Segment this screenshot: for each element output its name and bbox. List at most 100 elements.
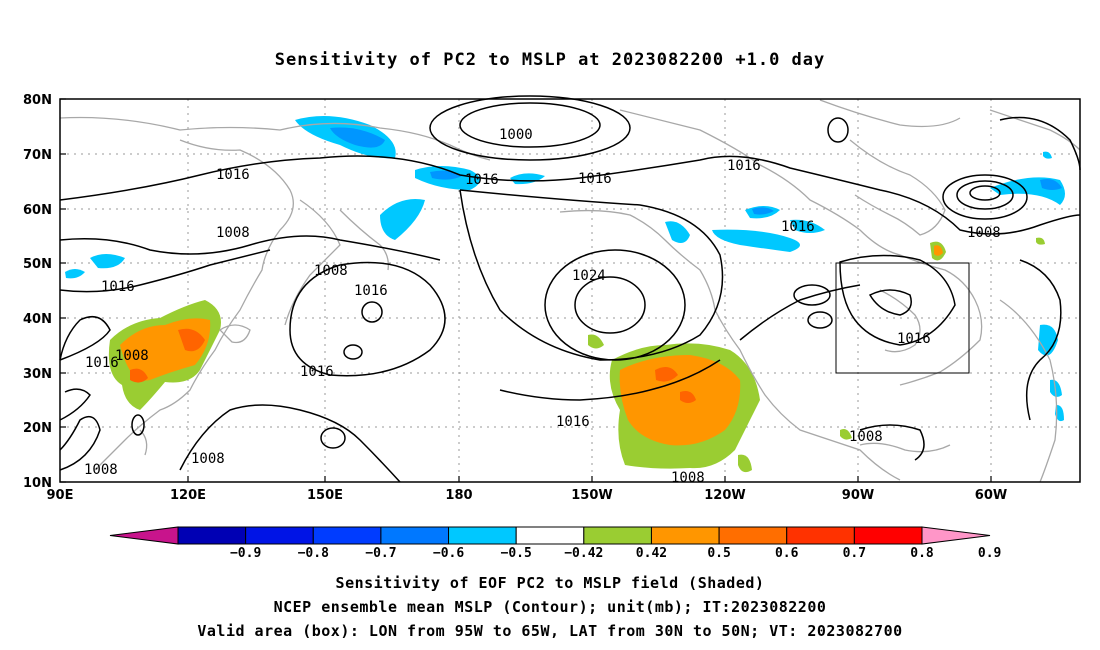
colorbar-label: 0.7 <box>843 546 866 561</box>
pos-patch <box>1036 237 1045 245</box>
colorbar-label: −0.42 <box>564 546 603 561</box>
contour-label: 1016 <box>897 331 931 347</box>
colorbar-box <box>718 526 788 545</box>
colorbar-label: 0.42 <box>636 546 667 561</box>
colorbar-box <box>380 526 450 545</box>
colorbar-box <box>245 526 314 545</box>
lat-tick-label: 20N <box>23 421 52 436</box>
neg-patch <box>90 254 125 269</box>
contour-label: 1008 <box>314 263 348 279</box>
caption-line-2: NCEP ensemble mean MSLP (Contour); unit(… <box>273 598 827 616</box>
lat-tick-label: 40N <box>23 312 52 327</box>
lon-tick-label: 150W <box>571 488 612 503</box>
neg-patch <box>712 229 800 252</box>
colorbar-label: −0.5 <box>501 546 532 561</box>
lat-tick-label: 10N <box>23 476 52 491</box>
plot-frame <box>59 98 1081 483</box>
lat-tick-label: 30N <box>23 367 52 382</box>
pos-patch <box>738 454 752 473</box>
neg-patch <box>1043 151 1052 159</box>
contour-label: 1016 <box>465 172 499 188</box>
colorbar-label: 0.5 <box>707 546 730 561</box>
contour-label: 1016 <box>556 414 590 430</box>
map-title: Sensitivity of PC2 to MSLP at 2023082200… <box>274 50 826 70</box>
longitude-axis: 90E 120E 150E 180 150W 120W 90W 60W <box>47 488 1008 503</box>
neg-patch <box>665 221 690 244</box>
colorbar-box <box>853 526 923 545</box>
caption-line-3: Valid area (box): LON from 95W to 65W, L… <box>197 622 903 640</box>
pos-patch-core <box>655 366 678 382</box>
contour-label: 1016 <box>216 167 250 183</box>
contour-label: 1024 <box>572 268 606 284</box>
lat-tick-label: 70N <box>23 148 52 163</box>
lon-tick-label: 150E <box>307 488 343 503</box>
contour-1028 <box>574 276 646 334</box>
pos-patch-core <box>680 391 696 403</box>
pos-patch-mid <box>619 355 741 446</box>
shaded-sensitivity <box>65 116 1065 473</box>
lat-tick-label: 50N <box>23 257 52 272</box>
valid-area-box <box>835 262 970 374</box>
neg-patch-core <box>1040 179 1062 190</box>
lon-tick-label: 60W <box>975 488 1007 503</box>
graticule <box>60 99 1080 482</box>
plot-area <box>60 99 1080 482</box>
contour-label: 1016 <box>781 219 815 235</box>
lat-tick-label: 80N <box>23 93 52 108</box>
contour-label: 1016 <box>578 171 612 187</box>
neg-patch <box>790 219 825 233</box>
contour-label: 1016 <box>85 355 119 371</box>
neg-patch <box>1050 379 1062 397</box>
tick-marks <box>60 98 992 483</box>
lon-tick-label: 120W <box>704 488 745 503</box>
colorbar-box <box>583 526 652 545</box>
contour-label: 1016 <box>300 364 334 380</box>
lon-tick-label: 90W <box>842 488 874 503</box>
colorbar-box <box>177 526 247 545</box>
contour-label: 1008 <box>216 225 250 241</box>
neg-patch <box>65 269 85 279</box>
pos-patch-core <box>130 368 148 383</box>
colorbar-label: 0.9 <box>978 546 1001 561</box>
latitude-axis: 80N 70N 60N 50N 40N 30N 20N 10N <box>23 93 52 491</box>
colorbar-box <box>786 526 855 545</box>
neg-patch-core <box>752 207 774 215</box>
contour-label: 1016 <box>727 158 761 174</box>
colorbar-label: −0.6 <box>433 546 464 561</box>
pos-patch <box>840 429 852 440</box>
contour-label: 1008 <box>191 451 225 467</box>
mslp-contours <box>59 95 1081 483</box>
contour-label: 1000 <box>499 127 533 143</box>
colorbar-label: 0.6 <box>775 546 799 561</box>
pos-patch-core <box>178 328 205 352</box>
coastlines <box>59 99 1081 483</box>
contour-label: 1008 <box>849 429 883 445</box>
pos-patch-mid <box>934 245 943 256</box>
contour-label: 1008 <box>967 225 1001 241</box>
colorbar-box <box>515 526 585 545</box>
colorbar-label: −0.8 <box>298 546 329 561</box>
colorbar-box <box>448 526 517 545</box>
colorbar-label: −0.9 <box>230 546 261 561</box>
colorbar-label: −0.7 <box>365 546 396 561</box>
contour-1000 <box>459 102 601 148</box>
colorbar-right-arrow <box>921 526 991 545</box>
neg-patch-core <box>330 127 385 148</box>
lon-tick-label: 180 <box>445 488 472 503</box>
pos-patch <box>588 334 604 349</box>
contour-label: 1008 <box>671 470 705 486</box>
contour-1004 <box>429 95 631 161</box>
contour-1024 <box>544 249 686 361</box>
contour-label: 1008 <box>84 462 118 478</box>
colorbar-left-arrow <box>109 526 179 545</box>
contour-label: 1008 <box>115 348 149 364</box>
lon-tick-label: 120E <box>170 488 206 503</box>
lon-tick-label: 90E <box>47 488 74 503</box>
caption-line-1: Sensitivity of EOF PC2 to MSLP field (Sh… <box>335 574 765 592</box>
contour-label: 1016 <box>354 283 388 299</box>
contour-label: 1016 <box>101 279 135 295</box>
colorbar-box <box>312 526 382 545</box>
neg-patch <box>380 199 425 240</box>
colorbar-label: 0.8 <box>910 546 934 561</box>
